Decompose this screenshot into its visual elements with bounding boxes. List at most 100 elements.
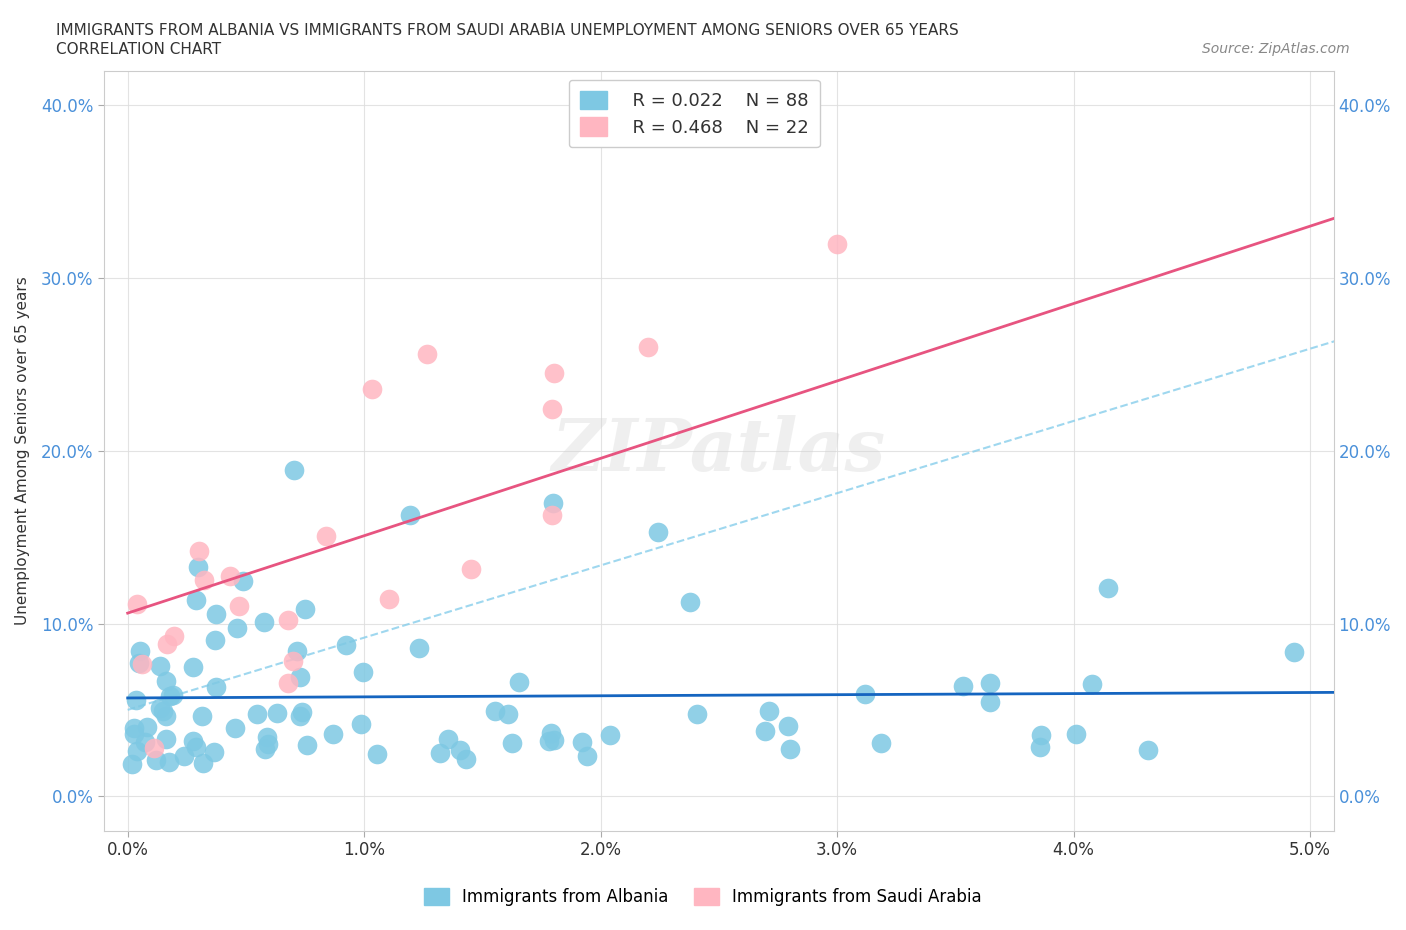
Point [159, 688, 181, 703]
Point [541, 402, 564, 417]
Point [162, 687, 184, 702]
Point [131, 657, 153, 671]
Point [204, 632, 226, 647]
Point [226, 620, 249, 635]
Point [181, 734, 204, 749]
Point [335, 638, 357, 653]
Point [460, 562, 482, 577]
Point [543, 495, 565, 510]
Point [134, 735, 156, 750]
Point [571, 735, 593, 750]
Point [853, 687, 876, 702]
Point [686, 707, 709, 722]
Point [125, 596, 148, 611]
Point [361, 381, 384, 396]
Point [1097, 580, 1119, 595]
Point [825, 236, 848, 251]
Point [157, 755, 180, 770]
Legend:   R = 0.022    N = 88,   R = 0.468    N = 22: R = 0.022 N = 88, R = 0.468 N = 22 [569, 80, 820, 148]
Point [187, 559, 209, 574]
Point [218, 569, 240, 584]
Point [349, 716, 371, 731]
Point [136, 719, 159, 734]
Point [1081, 677, 1104, 692]
Point [454, 751, 477, 766]
Point [541, 508, 564, 523]
Point [408, 640, 430, 655]
Point [538, 734, 561, 749]
Point [156, 637, 179, 652]
Point [429, 746, 451, 761]
Point [758, 703, 780, 718]
Point [129, 644, 152, 658]
Point [754, 724, 776, 738]
Point [205, 606, 228, 621]
Point [152, 704, 174, 719]
Point [484, 704, 506, 719]
Point [163, 629, 186, 644]
Point [193, 572, 215, 587]
Point [952, 678, 974, 693]
Point [124, 721, 146, 736]
Point [125, 744, 148, 759]
Point [145, 752, 167, 767]
Point [637, 339, 659, 354]
Text: Source: ZipAtlas.com: Source: ZipAtlas.com [1202, 42, 1350, 56]
Point [352, 665, 374, 680]
Point [543, 733, 565, 748]
Point [496, 706, 519, 721]
Point [979, 694, 1001, 709]
Point [322, 727, 344, 742]
Point [679, 594, 702, 609]
Point [1029, 728, 1052, 743]
Point [778, 719, 800, 734]
Point [416, 346, 439, 361]
Text: ZIPatlas: ZIPatlas [551, 416, 886, 486]
Point [266, 706, 288, 721]
Point [378, 591, 401, 606]
Point [290, 705, 312, 720]
Point [155, 731, 177, 746]
Point [1064, 727, 1087, 742]
Point [142, 740, 165, 755]
Point [294, 602, 316, 617]
Point [979, 675, 1001, 690]
Point [543, 365, 565, 380]
Point [870, 736, 893, 751]
Point [295, 737, 318, 752]
Point [155, 709, 177, 724]
Point [277, 613, 299, 628]
Point [277, 675, 299, 690]
Point [449, 743, 471, 758]
Point [540, 726, 562, 741]
Point [281, 654, 304, 669]
Point [204, 680, 226, 695]
Point [181, 660, 204, 675]
Point [149, 658, 172, 673]
Point [191, 756, 214, 771]
Point [576, 749, 599, 764]
Point [647, 525, 669, 539]
Point [149, 700, 172, 715]
Point [122, 726, 145, 741]
Point [283, 463, 305, 478]
Point [202, 745, 225, 760]
Point [256, 729, 278, 744]
Point [186, 739, 208, 754]
Point [232, 573, 254, 588]
Point [173, 749, 195, 764]
Point [188, 543, 211, 558]
Point [1028, 740, 1050, 755]
Text: CORRELATION CHART: CORRELATION CHART [56, 42, 221, 57]
Point [228, 599, 250, 614]
Point [121, 756, 143, 771]
Y-axis label: Unemployment Among Seniors over 65 years: Unemployment Among Seniors over 65 years [15, 276, 30, 625]
Point [125, 693, 148, 708]
Point [191, 709, 214, 724]
Point [246, 707, 269, 722]
Point [508, 675, 530, 690]
Point [437, 731, 460, 746]
Point [253, 742, 276, 757]
Point [224, 720, 246, 735]
Point [253, 615, 276, 630]
